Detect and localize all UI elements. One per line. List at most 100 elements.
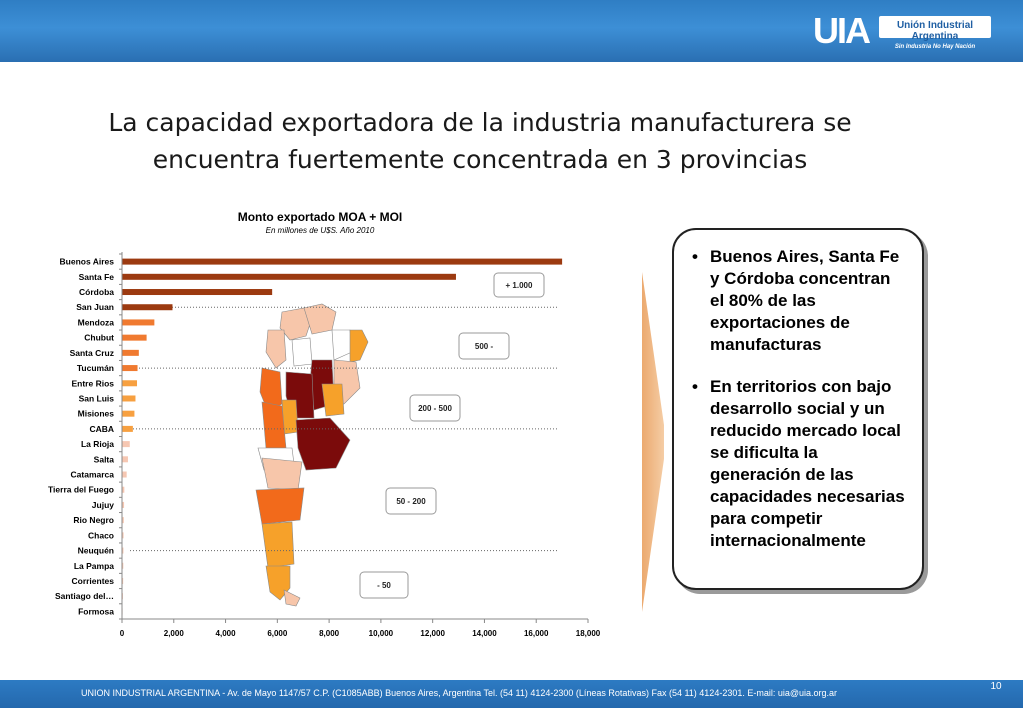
map-province [349,329,369,363]
arrow-shape [642,272,664,612]
map-province [255,487,305,525]
bar [122,562,124,569]
x-tick-label: 10,000 [369,629,394,638]
map-province [283,589,301,607]
category-label: Buenos Aires [60,257,115,267]
category-label: Chaco [88,530,114,540]
category-label: La Pampa [74,561,114,571]
category-label: Mendoza [78,317,115,327]
bar [122,365,138,372]
bar [122,441,130,448]
callout-bullet-1: • Buenos Aires, Santa Fe y Córdoba concen… [692,246,908,356]
logo-name-box: Unión Industrial Argentina [879,16,991,42]
category-label: Rio Negro [73,515,114,525]
range-label: 200 - 500 [418,404,452,413]
bar [122,319,155,326]
bar [122,486,125,493]
callout-box: • Buenos Aires, Santa Fe y Córdoba concen… [672,228,924,590]
export-bar-chart: Buenos Aires Santa Fe Córdoba San Juan Mendo… [48,252,601,638]
x-tick-label: 18,000 [576,629,601,638]
range-label: 50 - 200 [396,497,426,506]
bar [122,289,273,296]
page-number: 10 [990,681,1002,692]
x-tick-label: 16,000 [524,629,549,638]
category-label: Corrientes [71,576,114,586]
bar [122,258,563,265]
map-province [261,457,303,491]
range-label-box [385,487,437,515]
bar [122,456,128,463]
callout-bullet-text: En territorios con bajo desarrollo socia… [710,377,905,550]
bar [122,532,124,539]
page-title: La capacidad exportadora de la industria… [108,108,852,174]
uia-logo[interactable]: UIA Unión Industrial Argentina Sin Indus… [813,6,993,58]
category-label: Entre Rios [71,378,114,388]
category-label: Santa Fe [79,272,115,282]
category-label: Santa Cruz [70,348,114,358]
map-province [261,521,295,569]
range-label-box [493,272,545,298]
bar [122,410,135,417]
x-tick-label: 12,000 [420,629,445,638]
category-label: Formosa [78,606,114,616]
logo-tagline: Sin Industria No Hay Nación [894,44,976,50]
map-province [265,329,287,369]
bar [122,577,124,584]
category-label: Misiones [78,409,115,419]
category-label: Tucumán [77,363,114,373]
chart-title: Monto exportado MOA + MOI [237,210,403,224]
x-tick-label: 2,000 [164,629,185,638]
category-label: Córdoba [79,287,114,297]
map-province [331,329,353,361]
map-province [261,401,287,449]
x-tick-label: 0 [120,629,125,638]
range-label-box [359,571,409,599]
category-label: Salta [94,454,115,464]
category-label: Jujuy [92,500,114,510]
bar [122,501,125,508]
range-label: + 1.000 [506,281,533,290]
x-tick-label: 14,000 [472,629,497,638]
bar [122,334,147,341]
category-label: CABA [89,424,114,434]
bar [122,304,173,311]
footer-bar: UNION INDUSTRIAL ARGENTINA - Av. de Mayo… [0,680,1023,708]
logo-name: Unión Industrial Argentina [896,20,974,42]
logo-mark: UIA [813,10,871,51]
range-label-box [458,332,510,360]
callout-bullet-text: Buenos Aires, Santa Fe y Córdoba concent… [710,247,900,354]
x-tick-label: 6,000 [267,629,288,638]
chart-subtitle: En millones de U$S. Año 2010 [265,226,375,235]
category-label: San Juan [76,302,114,312]
category-label: Tierra del Fuego [48,485,114,495]
range-label: 500 - [475,342,494,351]
category-label: La Rioja [81,439,114,449]
category-label: Chubut [84,333,114,343]
bar [122,380,138,387]
x-tick-label: 8,000 [319,629,340,638]
bar [122,273,456,280]
category-label: San Luis [79,393,115,403]
bar [122,471,127,478]
bar [122,349,139,356]
map-province [321,383,345,417]
footer-contact: UNION INDUSTRIAL ARGENTINA - Av. de Mayo… [81,688,838,698]
bar [122,517,124,524]
callout-bullet-2: • En territorios con bajo desarrollo soci… [692,376,908,552]
bar [122,425,133,432]
header-bar: UIA Unión Industrial Argentina Sin Indus… [0,0,1023,62]
map-province [295,417,351,471]
category-label: Catamarca [71,470,115,480]
range-label-box [409,394,461,422]
map-province [303,303,337,335]
category-label: Santiago del… [55,591,114,601]
map-province [291,337,313,367]
bullet-dot-icon: • [692,377,698,396]
category-label: Neuquén [78,546,114,556]
bullet-dot-icon: • [692,247,698,266]
bar [122,395,136,402]
range-label: - 50 [377,581,391,590]
x-tick-label: 4,000 [216,629,237,638]
callout-list: • Buenos Aires, Santa Fe y Córdoba concen… [674,230,922,552]
bar [122,547,124,554]
